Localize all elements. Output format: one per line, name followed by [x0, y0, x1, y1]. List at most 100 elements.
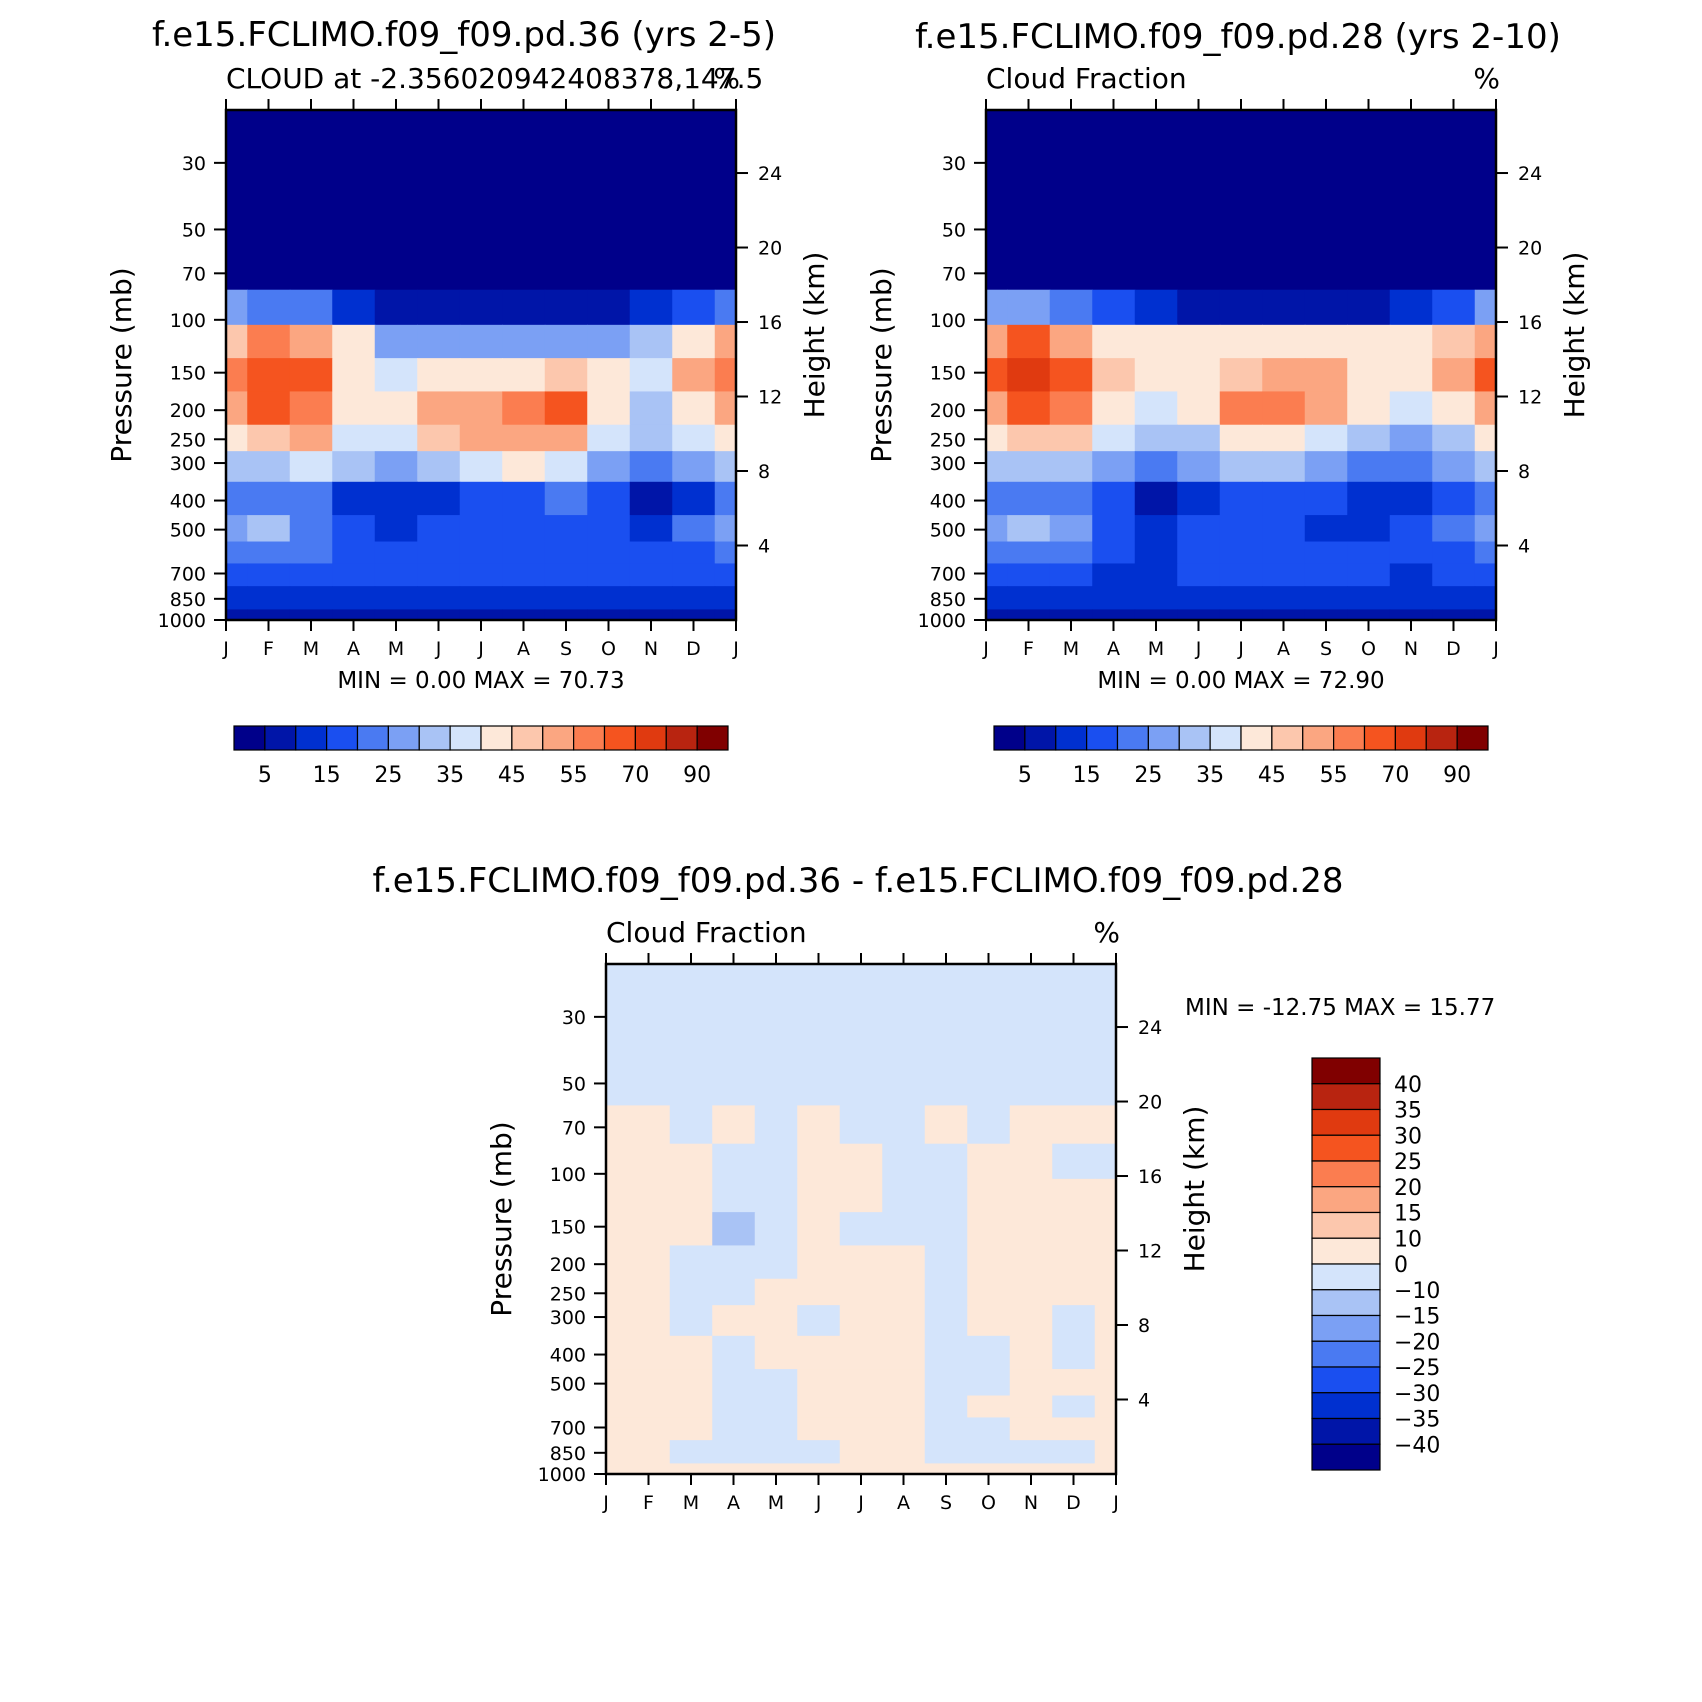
- contour-cell: [754, 1245, 798, 1280]
- y-tick-label: 500: [170, 520, 206, 542]
- contour-cell: [754, 1395, 798, 1419]
- contour-cell: [1389, 110, 1433, 138]
- contour-cell: [1474, 136, 1496, 197]
- contour-cell: [502, 110, 546, 138]
- contour-cell: [1219, 391, 1263, 426]
- contour-cell: [1094, 1212, 1116, 1247]
- contour-cell: [1092, 324, 1136, 359]
- x-tick-label: O: [981, 1492, 996, 1514]
- contour-cell: [1219, 586, 1263, 611]
- contour-cell: [712, 1050, 756, 1106]
- colorbar-swatch: [1240, 725, 1273, 751]
- contour-cell: [1134, 609, 1178, 620]
- contour-cell: [544, 541, 588, 565]
- contour-cell: [374, 541, 418, 565]
- contour-cell: [1052, 1463, 1096, 1474]
- contour-cell: [797, 1278, 841, 1306]
- y-tick-label: 250: [930, 429, 966, 451]
- x-tick-label: D: [686, 638, 701, 660]
- contour-cell: [967, 964, 1011, 992]
- contour-cell: [924, 990, 968, 1051]
- contour-cell: [459, 451, 503, 483]
- contour-cell: [1304, 541, 1348, 565]
- contour-cell: [882, 1335, 926, 1370]
- colorbar: 5 15 25 35 45 55 70 90: [993, 725, 1489, 788]
- y2-axis-label: Height (km): [798, 252, 831, 419]
- contour-cell: [1432, 481, 1476, 516]
- x-tick-label: J: [1492, 638, 1499, 660]
- contour-cell: [289, 110, 333, 138]
- contour-cell: [459, 424, 503, 452]
- contour-cell: [839, 1395, 883, 1419]
- contour-cell: [1262, 481, 1306, 516]
- contour-cell: [1219, 136, 1263, 197]
- contour-cell: [797, 1335, 841, 1370]
- x-tick-label: F: [263, 638, 274, 660]
- colorbar-swatch: [480, 725, 513, 751]
- contour-cell: [986, 251, 1008, 291]
- min-max-stats: MIN = 0.00 MAX = 70.73: [337, 668, 624, 694]
- x-tick-label: J: [1237, 638, 1244, 660]
- contour-cell: [1009, 1050, 1053, 1106]
- contour-cell: [544, 358, 588, 393]
- contour-cell: [417, 110, 461, 138]
- colorbar-swatch: [542, 725, 575, 751]
- contour-cell: [712, 1278, 756, 1306]
- contour-cell: [459, 481, 503, 516]
- colorbar-label: −40: [1394, 1433, 1440, 1458]
- contour-cell: [1304, 136, 1348, 197]
- contour-cell: [1262, 515, 1306, 543]
- x-tick-label: O: [1361, 638, 1376, 660]
- contour-cell: [1092, 110, 1136, 138]
- contour-cell: [1347, 391, 1391, 426]
- contour-cell: [226, 451, 248, 483]
- contour-cell: [672, 110, 716, 138]
- contour-cell: [1009, 1335, 1053, 1370]
- y-tick-label: 70: [562, 1117, 586, 1139]
- contour-cell: [1304, 563, 1348, 587]
- colorbar-label: −25: [1394, 1356, 1440, 1381]
- contour-cell: [754, 1105, 798, 1145]
- contour-cell: [1092, 196, 1136, 252]
- y-tick-label: 250: [550, 1283, 586, 1305]
- contour-cell: [629, 481, 673, 516]
- contour-cell: [374, 563, 418, 587]
- y2-tick-label: 24: [1138, 1017, 1162, 1039]
- contour-cell: [606, 1245, 628, 1280]
- contour-cell: [606, 1105, 628, 1145]
- contour-cell: [1474, 391, 1496, 426]
- contour-cell: [712, 1440, 756, 1465]
- contour-cell: [629, 541, 673, 565]
- contour-cell: [1474, 358, 1496, 393]
- contour-cell: [289, 451, 333, 483]
- contour-cell: [1432, 515, 1476, 543]
- contour-cell: [1092, 358, 1136, 393]
- contour-cell: [797, 1050, 841, 1106]
- contour-cell: [1009, 1143, 1053, 1180]
- contour-cell: [1262, 358, 1306, 393]
- contour-cell: [1389, 586, 1433, 611]
- contour-cell: [882, 1417, 926, 1441]
- contour-cell: [967, 1305, 1011, 1337]
- contour-cell: [606, 1278, 628, 1306]
- contour-cell: [714, 586, 736, 611]
- contour-cell: [587, 196, 631, 252]
- contour-cell: [986, 110, 1008, 138]
- colorbar-label: −35: [1394, 1408, 1440, 1433]
- contour-cell: [289, 289, 333, 326]
- contour-cell: [714, 136, 736, 197]
- contour-cell: [374, 515, 418, 543]
- contour-cell: [374, 391, 418, 426]
- contour-cell: [1009, 1105, 1053, 1145]
- y-tick-label: 100: [550, 1164, 586, 1186]
- x-tick-label: F: [643, 1492, 654, 1514]
- contour-cell: [1134, 391, 1178, 426]
- colorbar-label: 15: [1073, 763, 1101, 788]
- contour-cell: [544, 451, 588, 483]
- y-tick-label: 400: [550, 1345, 586, 1367]
- x-tick-label: J: [815, 1492, 822, 1514]
- contour-cell: [882, 1178, 926, 1213]
- contour-cell: [754, 990, 798, 1051]
- contour-cell: [226, 251, 248, 291]
- contour-cell: [289, 515, 333, 543]
